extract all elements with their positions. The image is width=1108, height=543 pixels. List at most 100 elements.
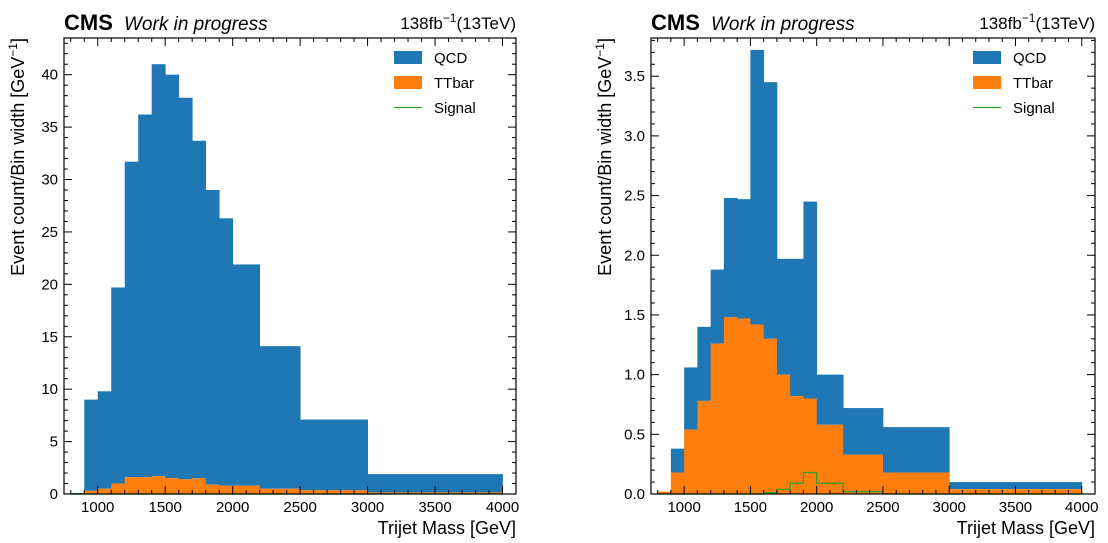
qcd-bar xyxy=(70,492,85,494)
y-tick-label: 35 xyxy=(41,119,58,136)
ttbar-bar xyxy=(232,485,261,494)
y-tick-label: 15 xyxy=(41,329,58,346)
ttbar-bar xyxy=(97,488,112,494)
lumi-value: 138fb xyxy=(979,14,1022,33)
legend-swatch-ttbar xyxy=(973,76,1001,89)
ttbar-bar xyxy=(192,478,207,494)
experiment-label: CMS xyxy=(651,10,700,35)
qcd-bar xyxy=(882,427,950,473)
luminosity-label: 138fb−1(13TeV) xyxy=(400,11,516,33)
ttbar-bar xyxy=(816,424,844,494)
qcd-bar xyxy=(124,161,139,478)
x-tick-label: 1500 xyxy=(149,499,182,516)
ttbar-bar xyxy=(657,491,672,494)
qcd-bar xyxy=(232,264,261,486)
luminosity-label: 138fb−1(13TeV) xyxy=(979,11,1095,33)
ttbar-bar xyxy=(124,477,139,494)
y-tick-label: 3.5 xyxy=(624,68,645,85)
qcd-bar xyxy=(670,448,685,473)
ttbar-bar xyxy=(710,343,725,494)
y-axis-title-exponent: −1 xyxy=(6,43,20,57)
y-tick-label: 1.0 xyxy=(624,367,645,384)
x-tick-label: 4000 xyxy=(486,499,519,516)
qcd-bar xyxy=(151,64,166,477)
qcd-bar xyxy=(697,326,712,401)
y-tick-label: 2.0 xyxy=(624,247,645,264)
legend-label-ttbar: TTbar xyxy=(434,75,474,92)
chart-panel-2: 1000 1500 2000 2500 3000 3500 4000 0.0 0.5 1.0 1.5… xyxy=(593,10,1098,538)
experiment-label: CMS xyxy=(64,10,113,35)
ttbar-bar xyxy=(697,400,712,494)
x-tick-label: 1000 xyxy=(667,499,700,516)
x-tick-label: 1000 xyxy=(81,499,114,516)
ttbar-bar xyxy=(843,454,884,494)
ttbar-bar xyxy=(205,484,220,494)
ttbar-bar xyxy=(790,396,804,494)
qcd-bar xyxy=(165,74,180,479)
axes-frame xyxy=(650,37,1096,495)
ttbar-bar xyxy=(111,483,126,494)
y-tick-label: 40 xyxy=(41,67,58,84)
ttbar-bar xyxy=(219,485,234,494)
y-tick-label: 2.5 xyxy=(624,188,645,205)
ttbar-bar xyxy=(151,476,166,494)
qcd-bar xyxy=(776,258,791,375)
y-tick-label: 30 xyxy=(41,172,58,189)
qcd-bar xyxy=(790,258,804,397)
y-tick-label: 10 xyxy=(41,381,58,398)
legend-swatch-qcd xyxy=(973,51,1001,64)
x-tick-label: 3000 xyxy=(351,499,384,516)
y-tick-label: 25 xyxy=(41,224,58,241)
legend-label-ttbar: TTbar xyxy=(1013,75,1053,92)
ttbar-bar xyxy=(84,490,99,494)
ttbar-bar xyxy=(165,478,180,494)
x-tick-label: 3500 xyxy=(418,499,451,516)
x-axis-title: Trijet Mass [GeV] xyxy=(378,518,516,538)
y-axis-title-main: Event count/Bin width [GeV xyxy=(595,57,615,276)
lumi-exponent: −1 xyxy=(443,11,457,25)
legend-label-qcd: QCD xyxy=(434,50,468,67)
qcd-bar xyxy=(737,199,751,319)
legend-swatch-qcd xyxy=(394,51,422,64)
ttbar-bar xyxy=(750,324,765,494)
qcd-bar xyxy=(684,367,698,430)
qcd-bar xyxy=(949,482,1083,490)
qcd-bar xyxy=(84,399,99,491)
ttbar-bar xyxy=(763,338,778,494)
y-axis-title-close: ] xyxy=(8,38,28,43)
x-axis-title: Trijet Mass [GeV] xyxy=(957,518,1095,538)
qcd-bar xyxy=(723,197,738,318)
lumi-exponent: −1 xyxy=(1022,11,1036,25)
qcd-bar xyxy=(367,474,503,493)
y-tick-label: 0.5 xyxy=(624,426,645,443)
x-tick-label: 2500 xyxy=(283,499,316,516)
qcd-bar xyxy=(816,374,844,425)
energy-label: (13TeV) xyxy=(456,14,516,33)
y-tick-label: 20 xyxy=(41,276,58,293)
y-tick-label: 3.0 xyxy=(624,128,645,145)
qcd-bar xyxy=(97,391,112,489)
qcd-bar xyxy=(300,419,368,491)
y-axis-title-exponent: −1 xyxy=(593,43,607,57)
y-tick-label: 0.0 xyxy=(624,486,645,503)
qcd-bar xyxy=(205,190,220,485)
legend-label-signal: Signal xyxy=(434,100,476,117)
legend-label-qcd: QCD xyxy=(1013,50,1047,67)
energy-label: (13TeV) xyxy=(1035,14,1095,33)
ttbar-bar xyxy=(670,472,685,494)
qcd-bar xyxy=(138,114,153,478)
x-tick-label: 2000 xyxy=(800,499,833,516)
status-label: Work in progress xyxy=(124,14,268,35)
ttbar-bar xyxy=(684,429,698,494)
ttbar-bar xyxy=(737,318,751,494)
legend-swatch-ttbar xyxy=(394,76,422,89)
qcd-bar xyxy=(750,49,765,325)
qcd-bar xyxy=(111,287,126,484)
y-tick-label: 5 xyxy=(50,434,58,451)
ttbar-bar xyxy=(882,472,950,494)
qcd-bar xyxy=(843,408,884,455)
x-tick-label: 1500 xyxy=(734,499,767,516)
x-tick-label: 2500 xyxy=(866,499,899,516)
